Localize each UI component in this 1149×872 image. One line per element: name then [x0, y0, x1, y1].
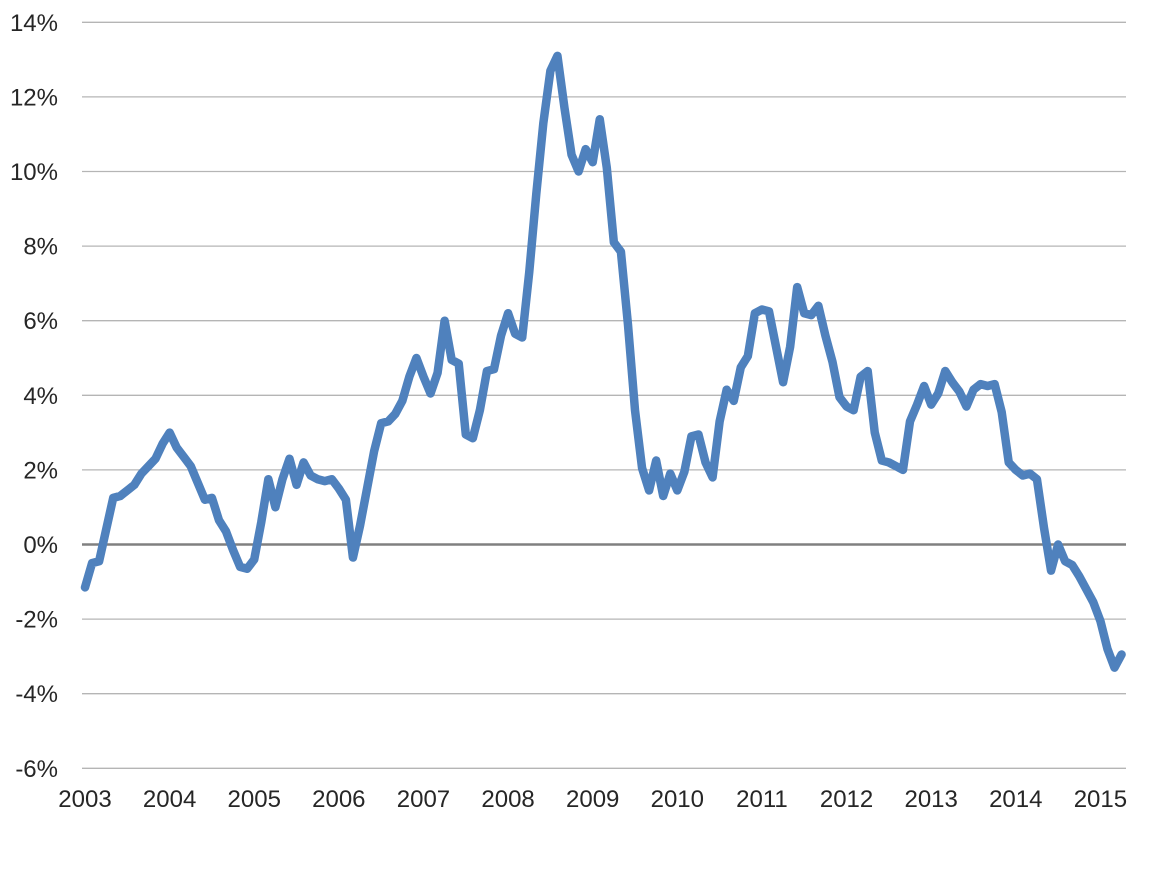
- x-axis-tick-label: 2003: [58, 786, 111, 813]
- x-axis-tick-label: 2010: [651, 786, 704, 813]
- x-axis-tick-label: 2007: [397, 786, 450, 813]
- x-axis-tick-label: 2005: [228, 786, 281, 813]
- gridlines: [82, 21, 1126, 769]
- x-axis-tick-labels: 2003 2004 2005 2006 2007 2008 2009 2010 2011 2012…: [58, 786, 1127, 813]
- x-axis-tick-label: 2004: [143, 786, 196, 813]
- x-axis-tick-label: 2008: [481, 786, 534, 813]
- data-line: [80, 51, 1126, 672]
- y-axis-tick-label: 4%: [23, 383, 58, 410]
- y-axis-tick-label: -4%: [15, 681, 58, 708]
- x-axis-tick-label: 2009: [566, 786, 619, 813]
- y-axis-tick-label: 6%: [23, 308, 58, 335]
- x-axis-tick-label: 2011: [736, 786, 788, 813]
- y-axis-tick-label: -6%: [15, 756, 58, 783]
- y-axis-tick-label: 8%: [23, 234, 58, 261]
- x-axis-tick-label: 2013: [904, 786, 957, 813]
- y-axis-tick-label: 12%: [10, 84, 58, 111]
- y-axis-tick-label: 14%: [10, 10, 58, 37]
- y-axis-tick-label: -2%: [15, 607, 58, 634]
- x-axis-tick-label: 2014: [989, 786, 1042, 813]
- y-axis-tick-label: 10%: [10, 159, 58, 186]
- y-axis-tick-label: 2%: [23, 457, 58, 484]
- data-series: [80, 51, 1126, 672]
- x-axis-tick-label: 2006: [312, 786, 365, 813]
- y-axis-tick-labels: 14% 12% 10% 8% 6% 4% 2% 0% -2% -4% -6%: [10, 10, 58, 783]
- y-axis-tick-label: 0%: [23, 532, 58, 559]
- x-axis-tick-label: 2012: [820, 786, 873, 813]
- x-axis-tick-label: 2015: [1074, 786, 1127, 813]
